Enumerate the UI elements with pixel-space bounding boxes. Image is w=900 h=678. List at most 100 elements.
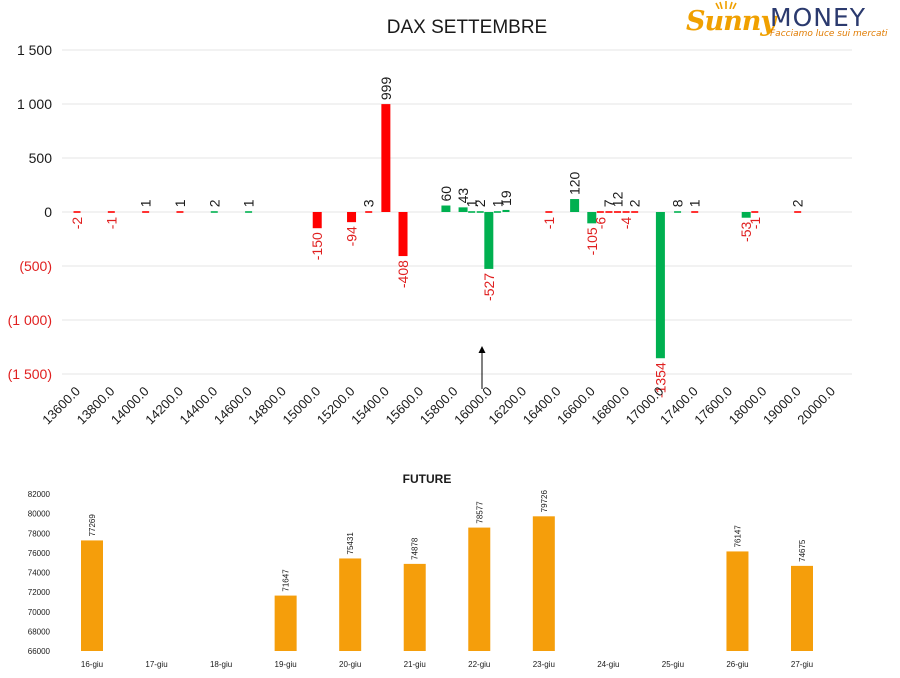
logo-money-text: MONEY bbox=[770, 3, 867, 32]
dax-bar bbox=[741, 212, 751, 218]
future-y-tick-label: 72000 bbox=[28, 588, 51, 597]
future-bar bbox=[81, 540, 103, 651]
dax-y-tick-label: (1 000) bbox=[8, 312, 52, 328]
dax-data-label: 1 bbox=[687, 199, 703, 207]
sun-rays-icon bbox=[715, 1, 737, 9]
dax-data-label: 1 bbox=[241, 199, 257, 207]
dax-settembre-chart: DAX SETTEMBRE 1 500 1 000 500 0 (500) (1 000)… bbox=[8, 17, 852, 428]
dax-data-label: 8 bbox=[670, 199, 686, 207]
dax-bar bbox=[614, 211, 622, 213]
future-x-tick-label: 27-giu bbox=[791, 660, 813, 669]
dax-data-label: -1 bbox=[747, 217, 763, 230]
dax-bar bbox=[484, 212, 494, 269]
dax-data-label: 1 bbox=[138, 199, 154, 207]
dax-bar bbox=[381, 104, 391, 212]
dax-data-label: 3 bbox=[361, 199, 377, 207]
future-y-tick-label: 70000 bbox=[28, 608, 51, 617]
dax-bar bbox=[691, 211, 699, 213]
future-x-tick-label: 24-giu bbox=[597, 660, 619, 669]
logo-sunny-text: Sunny bbox=[686, 6, 776, 37]
logo-tagline: Facciamo luce sui mercati bbox=[770, 29, 888, 39]
dax-bar bbox=[674, 211, 682, 213]
future-y-tick-label: 78000 bbox=[28, 529, 51, 538]
dax-x-axis: 13600.013800.014000.014200.014400.014600… bbox=[39, 384, 838, 428]
dax-bar bbox=[176, 211, 184, 213]
dax-data-label: 1 bbox=[464, 199, 480, 207]
dax-data-label: -1 bbox=[103, 217, 119, 230]
future-y-tick-label: 82000 bbox=[28, 490, 51, 499]
dax-data-label: 12 bbox=[610, 191, 626, 207]
dax-bar bbox=[751, 211, 759, 213]
dax-gridlines bbox=[62, 49, 852, 375]
future-data-label: 71647 bbox=[282, 569, 291, 592]
future-bar bbox=[274, 595, 297, 651]
dax-y-tick-label: 0 bbox=[44, 204, 52, 220]
dax-bar bbox=[587, 212, 597, 224]
dax-bar bbox=[107, 211, 115, 213]
future-data-label: 74878 bbox=[411, 537, 420, 560]
dax-bar bbox=[458, 207, 468, 212]
dax-data-label: -94 bbox=[344, 226, 360, 246]
dax-bar bbox=[631, 211, 639, 213]
dax-bars bbox=[73, 104, 802, 359]
future-data-label: 77269 bbox=[88, 514, 97, 537]
dax-y-tick-label: (1 500) bbox=[8, 366, 52, 382]
future-y-axis: 82000 80000 78000 76000 74000 72000 70000 68000… bbox=[28, 490, 51, 656]
future-x-axis: 16-giu 17-giu 18-giu 19-giu 20-giu 21-giu 22-g… bbox=[81, 660, 813, 669]
future-x-tick-label: 16-giu bbox=[81, 660, 103, 669]
dax-y-tick-label: 1 500 bbox=[17, 42, 52, 58]
dax-data-label: 19 bbox=[498, 190, 514, 206]
future-x-tick-label: 22-giu bbox=[468, 660, 490, 669]
dax-bar bbox=[312, 212, 322, 229]
future-bar bbox=[403, 563, 426, 651]
future-x-tick-label: 21-giu bbox=[404, 660, 426, 669]
future-x-tick-label: 17-giu bbox=[145, 660, 167, 669]
dax-bar bbox=[245, 211, 253, 213]
dax-bar bbox=[605, 211, 613, 213]
dax-bar bbox=[622, 211, 630, 213]
dax-bar bbox=[655, 212, 665, 359]
future-bars: 77269 71647 75431 74878 78577 79726 76147 74675 bbox=[81, 490, 813, 651]
dax-bar bbox=[476, 211, 484, 213]
dax-y-tick-label: 500 bbox=[29, 150, 53, 166]
dax-bar bbox=[502, 209, 510, 212]
future-data-label: 79726 bbox=[540, 490, 549, 513]
future-bar bbox=[468, 527, 491, 651]
future-y-tick-label: 68000 bbox=[28, 627, 51, 636]
dax-data-label: 2 bbox=[206, 199, 222, 207]
dax-chart-title: DAX SETTEMBRE bbox=[387, 17, 547, 38]
sunny-money-logo: Sunny MONEY Facciamo luce sui mercati bbox=[686, 1, 891, 42]
dax-data-label: -1354 bbox=[652, 362, 668, 398]
dax-data-label: 2 bbox=[472, 199, 488, 207]
future-y-tick-label: 66000 bbox=[28, 647, 51, 656]
dax-bar bbox=[545, 211, 553, 213]
dax-bar bbox=[794, 211, 802, 213]
dax-bar bbox=[570, 199, 580, 212]
future-x-tick-label: 18-giu bbox=[210, 660, 232, 669]
dax-bar bbox=[365, 211, 373, 213]
dax-data-label: -150 bbox=[309, 232, 325, 260]
dax-data-label: -53 bbox=[738, 222, 754, 242]
future-bar bbox=[339, 558, 362, 651]
future-x-tick-label: 20-giu bbox=[339, 660, 361, 669]
future-data-label: 78577 bbox=[475, 501, 484, 524]
arrow-up-icon bbox=[478, 346, 486, 389]
dax-bar bbox=[73, 211, 81, 213]
dax-data-label: 2 bbox=[627, 199, 643, 207]
dax-data-label: 7 bbox=[601, 199, 617, 207]
future-data-label: 74675 bbox=[798, 539, 807, 562]
dax-bar bbox=[210, 211, 218, 213]
dax-data-label: 999 bbox=[378, 77, 394, 101]
dax-data-label: 1 bbox=[489, 199, 505, 207]
dax-bar bbox=[347, 212, 357, 223]
dax-data-label: 43 bbox=[455, 188, 471, 204]
future-x-tick-label: 23-giu bbox=[533, 660, 555, 669]
dax-data-label: -105 bbox=[584, 227, 600, 255]
dax-y-axis: 1 500 1 000 500 0 (500) (1 000) (1 500) bbox=[8, 42, 53, 382]
future-data-label: 76147 bbox=[733, 525, 742, 548]
future-x-tick-label: 19-giu bbox=[275, 660, 297, 669]
dax-x-tick-label: 20000.0 bbox=[794, 384, 838, 428]
dax-y-tick-label: 1 000 bbox=[17, 96, 52, 112]
dax-data-label: 1 bbox=[172, 199, 188, 207]
